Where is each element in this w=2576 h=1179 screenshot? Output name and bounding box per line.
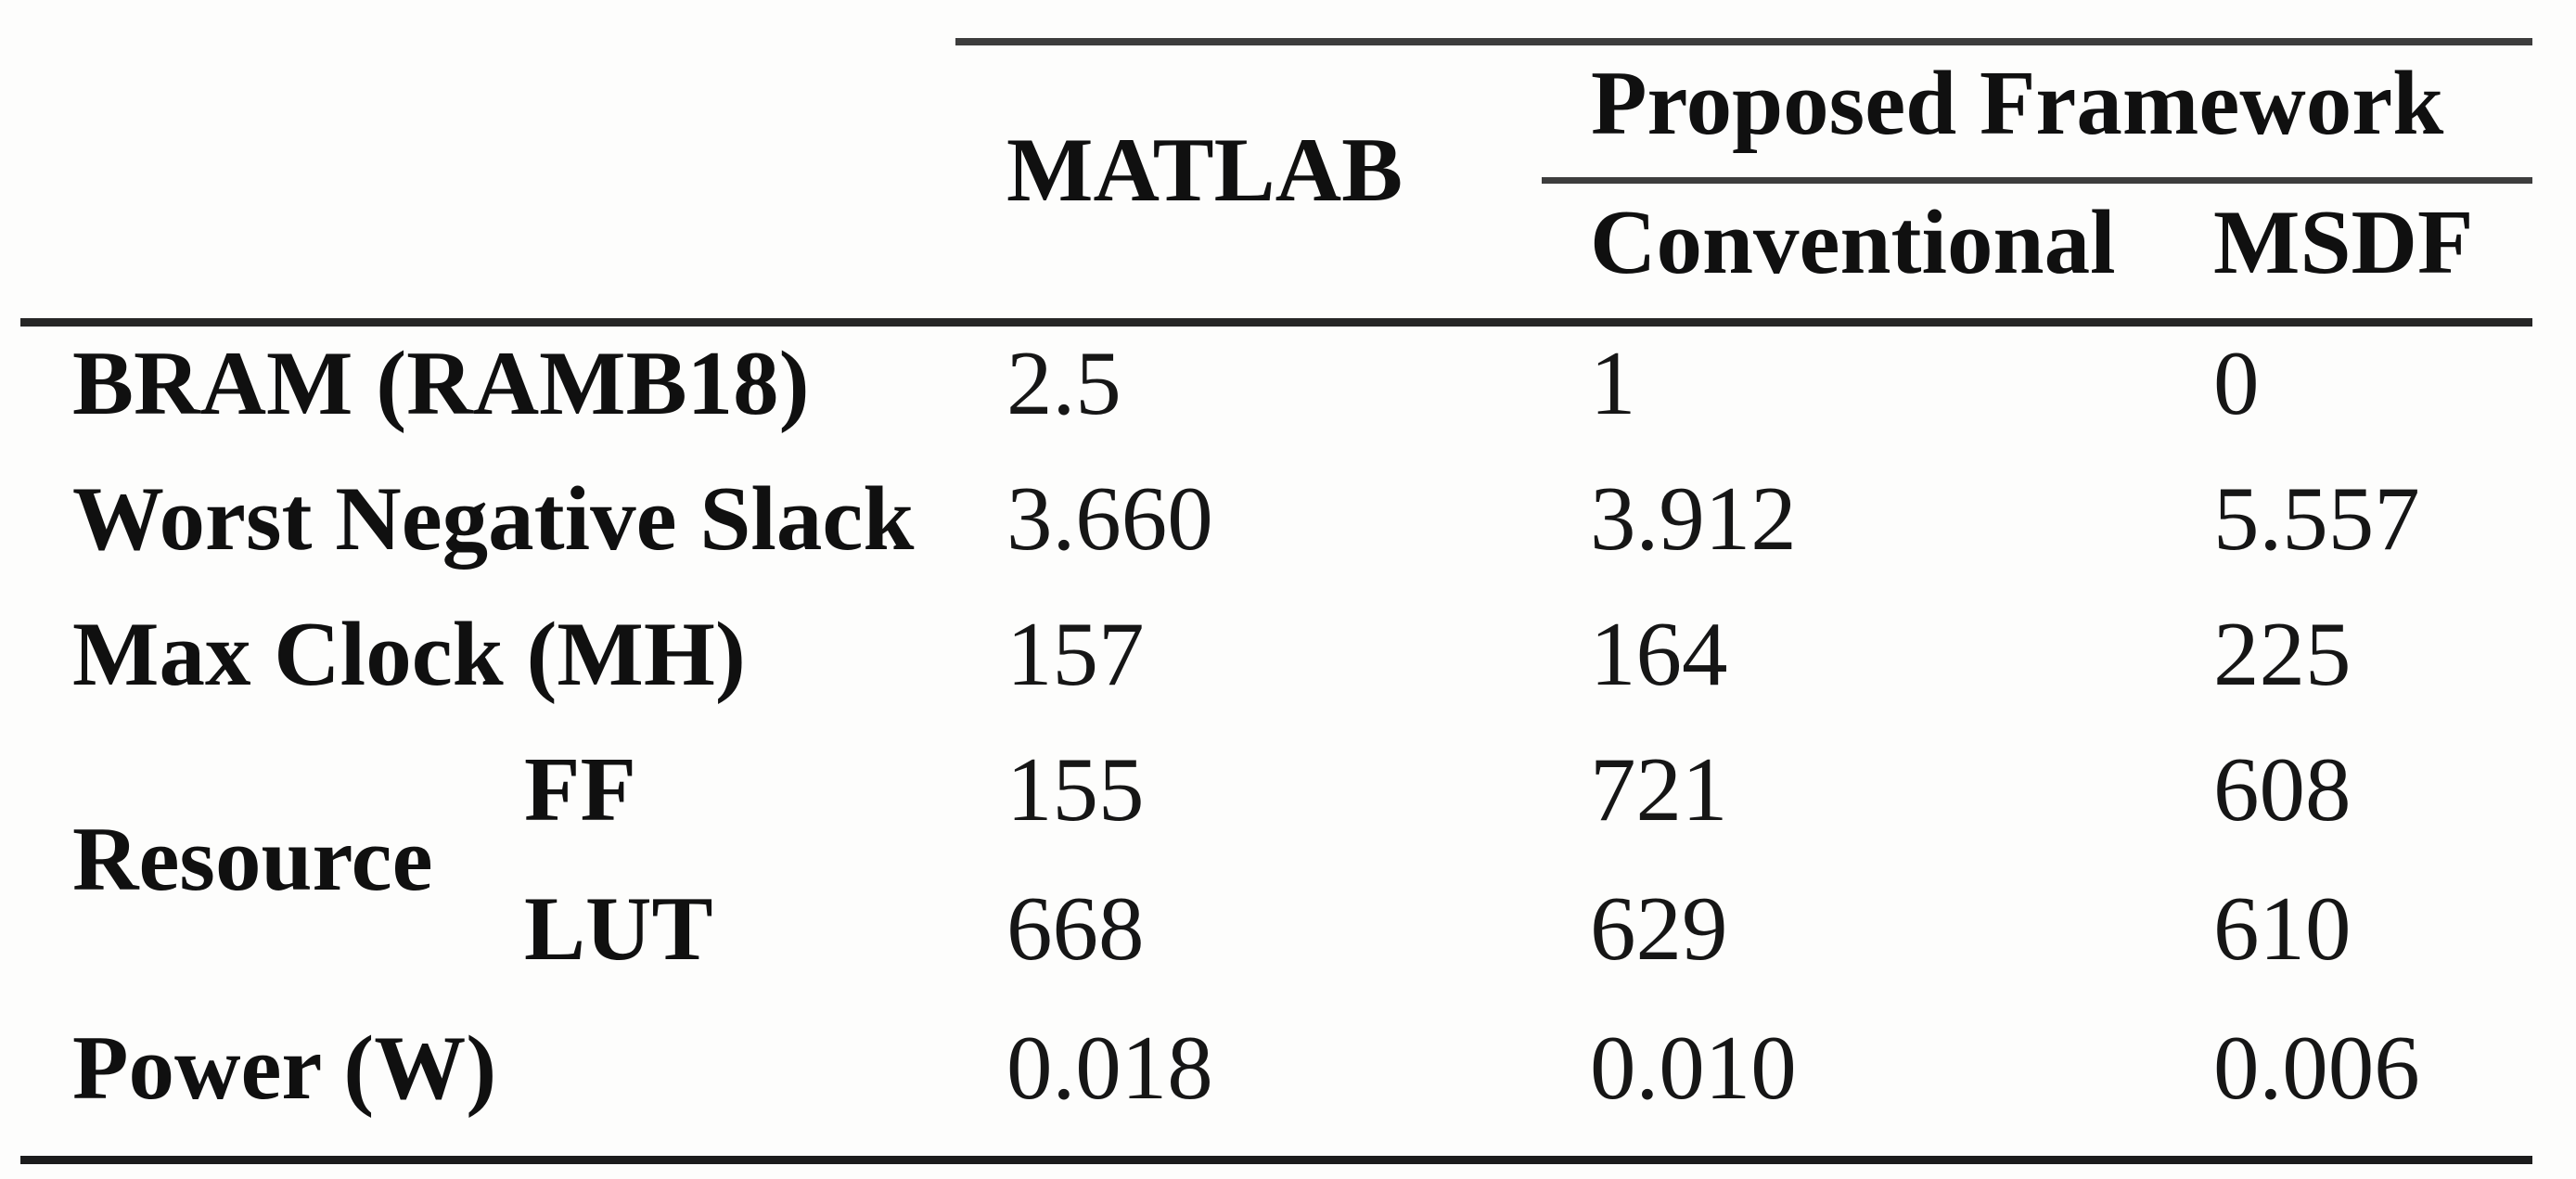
row-label-max-clock: Max Clock (MH) [72,604,746,705]
column-header-msdf: MSDF [2213,192,2474,293]
value-wns-msdf: 5.557 [2213,468,2420,570]
row-label-bram: BRAM (RAMB18) [72,333,810,434]
row-label-resource: Resource [72,809,433,910]
table-top-rule [955,38,2532,45]
value-ff-msdf: 608 [2213,739,2352,840]
value-ff-conventional: 721 [1590,739,1728,840]
value-lut-msdf: 610 [2213,878,2352,980]
column-header-conventional: Conventional [1590,192,2116,293]
header-bottom-rule [20,318,2532,327]
value-max-clock-msdf: 225 [2213,604,2352,705]
value-ff-matlab: 155 [1006,739,1145,840]
table-bottom-rule [20,1156,2532,1164]
value-power-matlab: 0.018 [1006,1018,1213,1119]
value-bram-conventional: 1 [1590,333,1636,434]
value-wns-matlab: 3.660 [1006,468,1213,570]
value-max-clock-conventional: 164 [1590,604,1728,705]
row-label-worst-negative-slack: Worst Negative Slack [72,468,915,570]
value-wns-conventional: 3.912 [1590,468,1797,570]
proposed-framework-underline-rule [1542,177,2532,184]
value-bram-matlab: 2.5 [1006,333,1121,434]
value-power-msdf: 0.006 [2213,1018,2420,1119]
value-power-conventional: 0.010 [1590,1018,1797,1119]
row-sublabel-lut: LUT [524,878,713,980]
value-bram-msdf: 0 [2213,333,2260,434]
row-sublabel-ff: FF [524,739,636,840]
row-label-power: Power (W) [72,1018,497,1119]
value-lut-matlab: 668 [1006,878,1145,980]
value-lut-conventional: 629 [1590,878,1728,980]
value-max-clock-matlab: 157 [1006,604,1145,705]
column-group-proposed-framework: Proposed Framework [1591,53,2444,154]
column-header-matlab: MATLAB [1006,120,1403,221]
